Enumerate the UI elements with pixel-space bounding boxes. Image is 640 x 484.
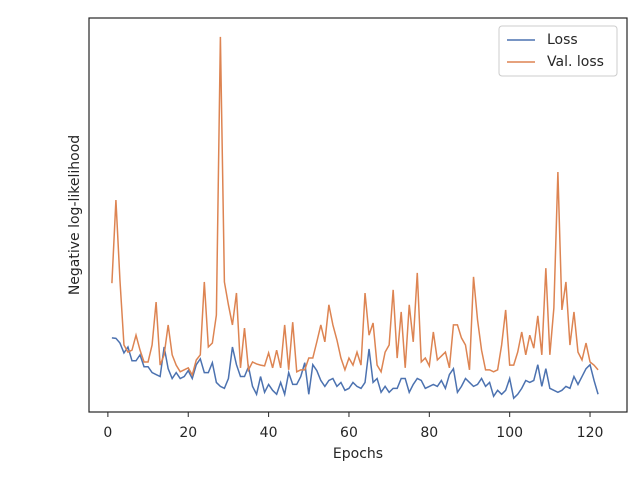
x-tick-label: 0 (103, 425, 112, 441)
x-tick-label: 80 (420, 425, 438, 441)
series-line (111, 36, 599, 377)
x-tick-label: 100 (496, 425, 523, 441)
x-tick-label: 60 (340, 425, 358, 441)
x-tick-label: 40 (260, 425, 278, 441)
series-line (111, 337, 599, 400)
legend-box (498, 25, 618, 77)
x-axis-label: Epochs (333, 446, 383, 462)
y-axis-label: Negative log-likelihood (67, 135, 83, 295)
legend-label: Val. loss (547, 54, 604, 70)
plot-frame (88, 17, 628, 413)
x-tick-label: 120 (577, 425, 604, 441)
legend-label: Loss (547, 32, 578, 48)
x-tick-label: 20 (179, 425, 197, 441)
